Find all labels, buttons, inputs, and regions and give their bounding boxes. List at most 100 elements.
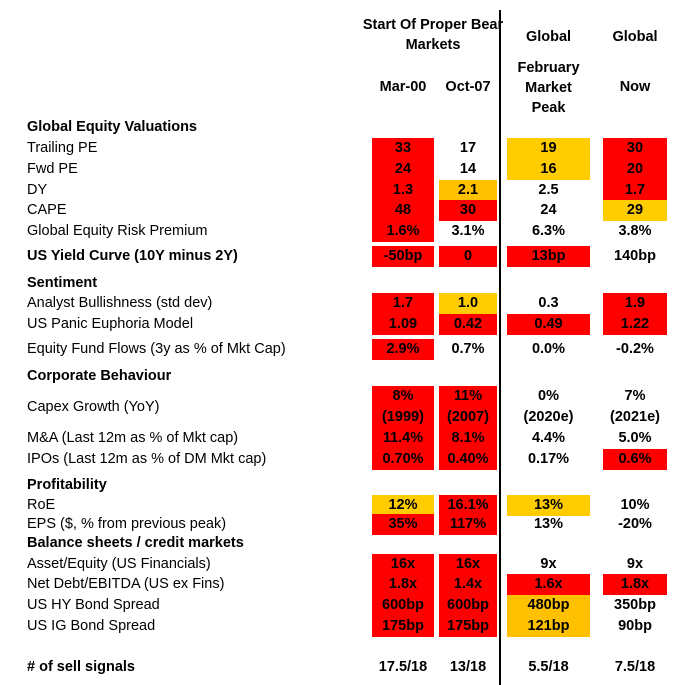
value-text: 30 xyxy=(459,201,477,218)
value-cell: 0.0% xyxy=(507,339,590,360)
row-label: RoE xyxy=(27,497,56,513)
value-cell: 16x xyxy=(439,553,497,575)
row-label: M&A (Last 12m as % of Mkt cap) xyxy=(27,430,239,446)
value-cell: -50bp xyxy=(372,245,434,267)
header-global-feb: Global xyxy=(525,29,572,45)
header-col-oct07: Oct-07 xyxy=(445,79,491,95)
header-col-feb-peak: February Market Peak xyxy=(517,60,580,116)
value-text: 24 xyxy=(394,160,412,177)
value-text: 48 xyxy=(394,201,412,218)
row-label: US Yield Curve (10Y minus 2Y) xyxy=(27,248,238,264)
value-text: 175bp xyxy=(382,617,424,634)
value-cell: 13/18 xyxy=(439,657,497,678)
value-text: 0% xyxy=(538,388,559,404)
value-text: 9x xyxy=(540,555,557,572)
value-text: 90bp xyxy=(618,617,652,634)
value-text: 1.3 xyxy=(392,181,414,198)
value-cell: 2.9% xyxy=(372,338,434,360)
value-text: 350bp xyxy=(614,596,656,613)
value-text: 9x xyxy=(626,555,644,572)
value-text: 0.0% xyxy=(531,340,566,357)
value-text: 121bp xyxy=(527,617,570,634)
value-cell: 6.3% xyxy=(507,221,590,242)
value-cell: 140bp xyxy=(603,246,667,267)
value-text: 19 xyxy=(540,139,557,156)
value-cell: 10% xyxy=(603,495,667,516)
value-text: 0.6% xyxy=(618,450,652,467)
value-text: 11% xyxy=(453,388,483,404)
value-cell: 350bp xyxy=(603,595,667,616)
value-text: 8.1% xyxy=(451,429,485,446)
value-cell: 0.70% xyxy=(372,448,434,470)
header-group-title: Start Of Proper Bear Markets xyxy=(362,17,504,53)
value-cell: 24 xyxy=(372,158,434,180)
value-cell: -20% xyxy=(603,514,667,535)
value-text: 0.17% xyxy=(527,450,570,467)
value-text: 1.9 xyxy=(624,294,646,311)
value-cell: -0.2% xyxy=(603,339,667,360)
value-text: 175bp xyxy=(447,617,489,634)
value-text: 35% xyxy=(388,515,418,532)
row-label: CAPE xyxy=(27,202,67,218)
value-cell: 600bp xyxy=(372,594,434,616)
value-cell: 0% (2020e) xyxy=(507,386,590,428)
value-text: 13% xyxy=(533,515,564,532)
value-text: 29 xyxy=(626,201,644,218)
value-cell: 0 xyxy=(439,245,497,267)
header-col-now: Now xyxy=(619,79,651,95)
value-text: 117% xyxy=(449,515,487,532)
value-text: 600bp xyxy=(382,596,424,613)
value-cell: 0.40% xyxy=(439,448,497,470)
value-text: 0.49 xyxy=(534,315,563,332)
value-cell: 8.1% xyxy=(439,427,497,449)
value-text: 12% xyxy=(388,496,418,513)
value-text: 13% xyxy=(533,496,564,513)
value-text: 16x xyxy=(455,555,481,572)
value-text: 4.4% xyxy=(531,429,566,446)
value-text: 2.5 xyxy=(538,181,559,198)
value-cell: 121bp xyxy=(507,615,590,637)
section-heading: Corporate Behaviour xyxy=(27,368,172,384)
header-col-mar00: Mar-00 xyxy=(379,79,427,95)
value-text: 5.5/18 xyxy=(528,658,569,675)
value-text: 1.7 xyxy=(392,294,414,311)
value-cell: 17 xyxy=(439,138,497,159)
value-text: 2.9% xyxy=(386,340,420,357)
value-cell: 1.7 xyxy=(372,292,434,314)
column-divider xyxy=(499,10,501,685)
value-cell: 1.09 xyxy=(372,313,434,335)
row-label: Equity Fund Flows (3y as % of Mkt Cap) xyxy=(27,341,286,357)
value-text: 20 xyxy=(626,160,644,177)
row-label: Global Equity Risk Premium xyxy=(27,223,208,239)
value-cell: 33 xyxy=(372,137,434,159)
value-text: 1.8x xyxy=(620,575,650,592)
section-heading: Sentiment xyxy=(27,275,98,291)
value-text: 7.5/18 xyxy=(614,658,656,675)
value-text: 1.4x xyxy=(453,575,483,592)
value-text: 1.6x xyxy=(534,575,563,592)
header-global-now: Global xyxy=(612,29,658,45)
value-text: 0.40% xyxy=(447,450,489,467)
value-cell: 7% (2021e) xyxy=(603,386,667,428)
value-text: -50bp xyxy=(383,247,423,264)
value-cell: 0.3 xyxy=(507,293,590,314)
value-cell: 480bp xyxy=(507,594,590,616)
value-text: 0.7% xyxy=(451,340,485,357)
row-label: DY xyxy=(27,182,48,198)
value-text: 8% xyxy=(392,388,414,404)
value-text: 1.0 xyxy=(457,294,479,311)
value-text: 0.70% xyxy=(382,450,424,467)
value-cell: 1.8x xyxy=(372,573,434,595)
section-heading: Profitability xyxy=(27,477,107,493)
value-text: 13bp xyxy=(531,247,566,264)
row-label: US HY Bond Spread xyxy=(27,597,160,613)
value-cell: 0.6% xyxy=(603,448,667,470)
value-cell: 35% xyxy=(372,513,434,535)
value-text: 24 xyxy=(540,201,557,218)
row-label: Fwd PE xyxy=(27,161,78,177)
value-cell: 48 xyxy=(372,199,434,221)
value-text: 2.1 xyxy=(457,181,479,198)
row-label: Capex Growth (YoY) xyxy=(27,399,160,415)
value-text: 16 xyxy=(540,160,557,177)
